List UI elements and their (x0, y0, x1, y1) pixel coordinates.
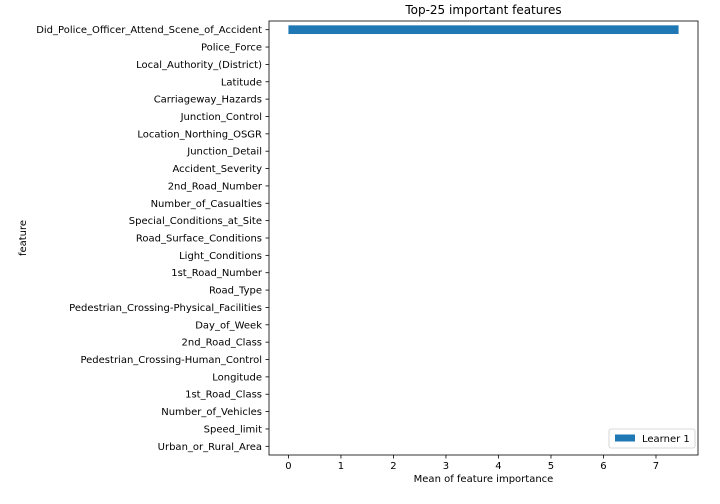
x-tick-label: 3 (443, 461, 449, 472)
y-tick-label: Special_Conditions_at_Site (129, 216, 262, 227)
y-tick-label: Urban_or_Rural_Area (158, 442, 262, 453)
x-tick-label: 6 (600, 461, 606, 472)
bar-Did_Police_Officer_Attend_Scene_of_Accident (288, 25, 679, 35)
legend-label: Learner 1 (642, 434, 690, 445)
y-tick-label: Did_Police_Officer_Attend_Scene_of_Accid… (36, 25, 262, 36)
y-tick-label: Accident_Severity (173, 164, 263, 175)
y-tick-label: 2nd_Road_Number (168, 181, 263, 192)
chart-title: Top-25 important features (404, 3, 561, 17)
x-tick-label: 2 (390, 461, 396, 472)
plot-area (288, 25, 679, 35)
legend-box (608, 428, 696, 449)
y-tick-label: Day_of_Week (195, 320, 262, 331)
x-tick-label: 0 (285, 461, 291, 472)
x-tick-label: 1 (338, 461, 344, 472)
y-tick-label: Latitude (221, 77, 262, 88)
legend-swatch (615, 434, 635, 442)
y-tick-label: 2nd_Road_Class (182, 338, 262, 349)
x-tick-label: 4 (495, 461, 501, 472)
y-tick-label: Number_of_Casualties (151, 199, 262, 210)
legend: Learner 1 (608, 428, 696, 449)
y-tick-label: Road_Type (209, 286, 262, 297)
y-tick-label: Junction_Detail (186, 147, 262, 158)
y-tick-label: Local_Authority_(District) (136, 60, 262, 71)
y-tick-label: Police_Force (201, 43, 262, 54)
y-tick-label: Light_Conditions (179, 251, 262, 262)
x-tick-label: 7 (653, 461, 659, 472)
y-tick-label: Number_of_Vehicles (161, 407, 262, 418)
y-axis: Did_Police_Officer_Attend_Scene_of_Accid… (36, 25, 269, 453)
x-axis-label: Mean of feature importance (414, 474, 554, 485)
x-axis: 0 1 2 3 4 5 6 7 (285, 455, 659, 472)
y-tick-label: Junction_Control (180, 112, 262, 123)
y-tick-label: Road_Surface_Conditions (136, 234, 262, 245)
y-tick-label: Pedestrian_Crossing-Physical_Facilities (69, 303, 262, 314)
y-tick-label: 1st_Road_Number (171, 268, 263, 279)
y-tick-label: 1st_Road_Class (185, 390, 262, 401)
y-tick-label: Location_Northing_OSGR (137, 129, 262, 140)
x-tick-label: 5 (548, 461, 554, 472)
y-tick-label: Speed_limit (204, 424, 262, 435)
y-tick-label: Longitude (212, 372, 262, 383)
y-axis-label: feature (18, 220, 29, 256)
y-tick-label: Carriageway_Hazards (154, 95, 262, 106)
y-tick-label: Pedestrian_Crossing-Human_Control (80, 355, 262, 366)
